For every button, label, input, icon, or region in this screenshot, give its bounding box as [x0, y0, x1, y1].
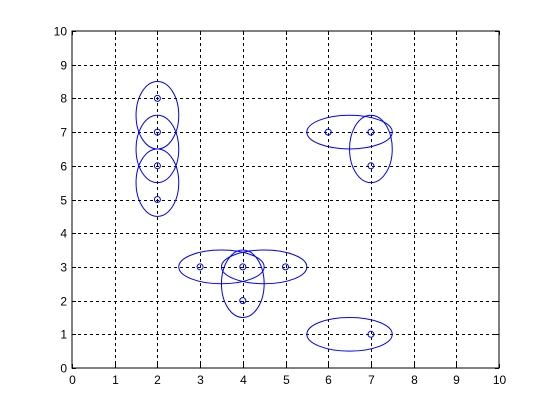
y-tick-label: 0	[60, 362, 67, 376]
y-tick-label: 4	[60, 227, 67, 241]
x-tick-label: 1	[112, 373, 119, 387]
data-point	[153, 128, 161, 136]
data-point	[153, 94, 161, 102]
y-tick-labels: 0 1 2 3 4 5 6 7 8 9 10	[54, 25, 68, 376]
y-tick-label: 6	[60, 160, 67, 174]
data-point	[367, 162, 375, 170]
data-point	[239, 263, 247, 271]
y-tick-label: 3	[60, 261, 67, 275]
x-tick-label: 10	[493, 373, 507, 387]
y-tick-label: 2	[60, 295, 67, 309]
x-tick-label: 9	[453, 373, 460, 387]
y-tick-label: 1	[60, 328, 67, 342]
x-tick-label: 5	[283, 373, 290, 387]
cluster-ellipse	[349, 114, 393, 184]
data-point	[196, 263, 204, 271]
ticks	[72, 31, 500, 369]
data-point	[367, 330, 375, 338]
data-point	[367, 128, 375, 136]
x-tick-label: 6	[325, 373, 332, 387]
axes-box	[71, 30, 500, 369]
y-tick-label: 7	[60, 126, 67, 140]
x-tick-label: 3	[197, 373, 204, 387]
x-tick-label: 4	[240, 373, 247, 387]
y-tick-label: 5	[60, 194, 67, 208]
x-tick-label: 7	[368, 373, 375, 387]
cluster-ellipse	[135, 114, 180, 184]
data-point	[239, 297, 247, 305]
data-point	[153, 196, 161, 203]
cluster-ellipse	[220, 249, 265, 318]
plot-area	[72, 31, 499, 368]
x-tick-label: 0	[69, 373, 76, 387]
data-point	[153, 162, 161, 170]
data-point	[324, 128, 332, 136]
grid	[72, 31, 499, 368]
x-tick-label: 2	[154, 373, 161, 387]
x-tick-label: 8	[411, 373, 418, 387]
y-tick-label: 10	[54, 25, 68, 39]
cluster-ellipse	[306, 316, 393, 352]
y-tick-label: 8	[60, 92, 67, 106]
cluster-ellipse	[135, 148, 180, 217]
points	[153, 94, 375, 338]
ellipses	[135, 81, 393, 352]
data-point	[282, 263, 289, 271]
x-tick-labels: 0 1 2 3 4 5 6 7 8 9 10	[69, 373, 506, 387]
y-tick-label: 9	[60, 59, 67, 73]
